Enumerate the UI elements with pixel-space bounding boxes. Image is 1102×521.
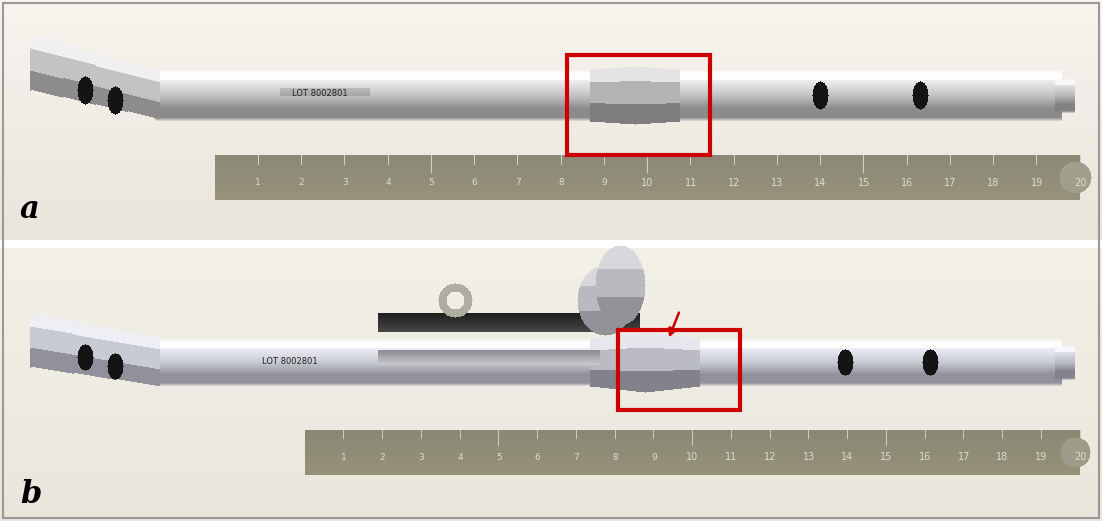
Text: 15: 15: [880, 453, 893, 463]
Text: 4: 4: [457, 453, 463, 462]
Text: 13: 13: [771, 178, 784, 188]
Text: 10: 10: [641, 178, 653, 188]
Text: 17: 17: [944, 178, 957, 188]
Text: 11: 11: [684, 178, 696, 188]
Text: LOT 8002801: LOT 8002801: [292, 89, 348, 97]
Text: 12: 12: [727, 178, 741, 188]
Text: 17: 17: [958, 453, 970, 463]
Text: 8: 8: [612, 453, 618, 462]
Text: 11: 11: [725, 453, 737, 463]
Text: 5: 5: [496, 453, 501, 462]
Text: 1: 1: [341, 453, 347, 462]
Text: 7: 7: [573, 453, 580, 462]
Text: 1: 1: [256, 178, 261, 187]
Text: 8: 8: [558, 178, 564, 187]
Text: 12: 12: [764, 453, 776, 463]
Text: 19: 19: [1030, 178, 1042, 188]
Text: 18: 18: [987, 178, 1000, 188]
Text: 15: 15: [857, 178, 869, 188]
Text: 16: 16: [919, 453, 931, 463]
Text: 4: 4: [386, 178, 391, 187]
Text: 10: 10: [687, 453, 699, 463]
Text: 9: 9: [602, 178, 607, 187]
Text: 20: 20: [1073, 178, 1087, 188]
Text: 3: 3: [419, 453, 424, 462]
Text: a: a: [20, 194, 40, 225]
Text: 2: 2: [380, 453, 386, 462]
Text: 7: 7: [515, 178, 520, 187]
Text: 19: 19: [1035, 453, 1047, 463]
Text: 16: 16: [900, 178, 914, 188]
Text: 14: 14: [814, 178, 826, 188]
Text: 5: 5: [429, 178, 434, 187]
Text: 9: 9: [651, 453, 657, 462]
Text: 6: 6: [472, 178, 477, 187]
Text: 14: 14: [841, 453, 854, 463]
Text: 13: 13: [802, 453, 814, 463]
Bar: [618, 330, 741, 410]
Text: 2: 2: [299, 178, 304, 187]
Text: 3: 3: [342, 178, 347, 187]
Text: LOT 8002801: LOT 8002801: [262, 357, 317, 366]
Bar: [568, 55, 710, 155]
Text: 18: 18: [996, 453, 1008, 463]
Text: b: b: [20, 479, 42, 510]
Text: 6: 6: [534, 453, 540, 462]
Text: 20: 20: [1073, 453, 1087, 463]
